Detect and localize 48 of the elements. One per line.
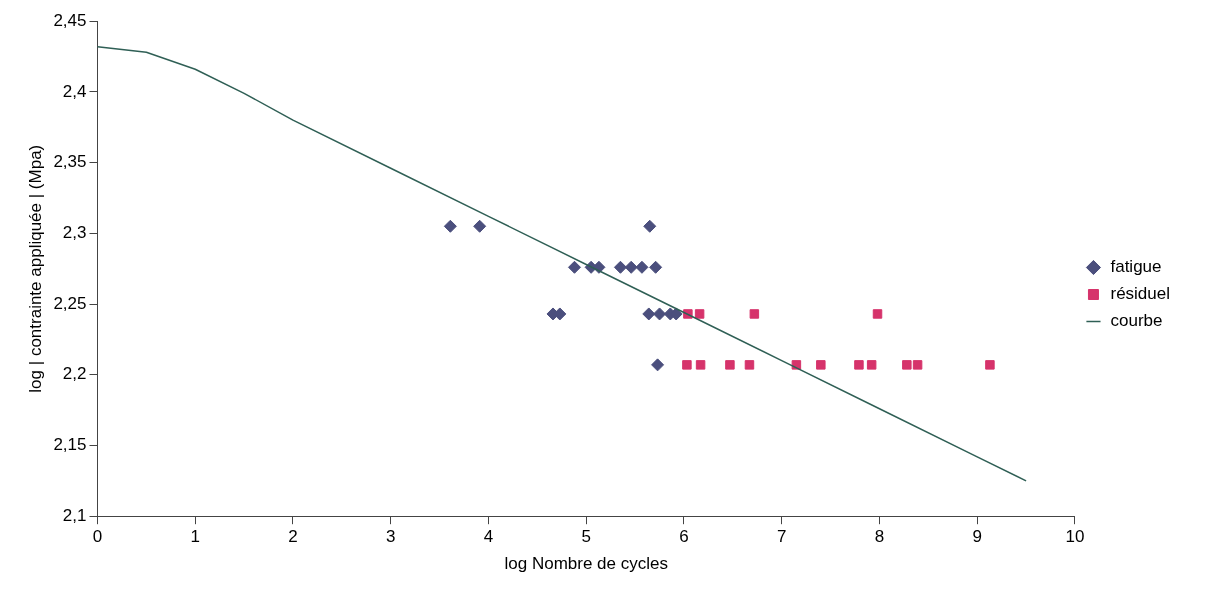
point — [854, 360, 864, 370]
point — [651, 358, 665, 372]
point — [725, 360, 735, 370]
point — [653, 307, 667, 321]
x-tick-label: 9 — [972, 527, 982, 547]
legend-label: courbe — [1110, 311, 1163, 331]
point — [635, 260, 649, 274]
point — [443, 219, 457, 233]
x-tick-label: 0 — [92, 527, 103, 547]
point — [912, 360, 923, 370]
point — [866, 360, 877, 370]
x-tick-label: 6 — [679, 527, 689, 547]
point — [872, 309, 883, 319]
point — [744, 360, 755, 370]
point — [749, 309, 760, 319]
point — [694, 309, 705, 319]
point — [816, 360, 826, 370]
point — [473, 219, 487, 233]
y-tick-label: 2,35 — [53, 152, 87, 172]
point — [985, 360, 995, 370]
point — [624, 260, 638, 274]
y-tick-label: 2,15 — [53, 435, 87, 455]
legend-label: résiduel — [1110, 284, 1171, 304]
point — [695, 360, 706, 370]
x-tick-label: 1 — [190, 527, 200, 547]
x-tick-label: 5 — [581, 527, 591, 547]
y-tick-label: 2,25 — [53, 293, 87, 313]
point — [643, 219, 657, 233]
x-tick-label: 4 — [483, 527, 494, 547]
x-tick-label: 7 — [776, 527, 787, 547]
legend-label: fatigue — [1110, 257, 1162, 277]
x-tick-label: 8 — [874, 527, 885, 547]
point — [649, 260, 663, 274]
x-tick-label: 10 — [1065, 527, 1085, 547]
y-tick-label: 2,3 — [62, 223, 87, 243]
point — [613, 260, 627, 274]
point — [568, 260, 581, 274]
x-tick-label: 2 — [288, 527, 298, 547]
y-tick-label: 2,45 — [53, 10, 87, 30]
y-tick-label: 2,2 — [62, 364, 87, 384]
x-tick-label: 3 — [386, 527, 396, 547]
y-axis-title: log | contrainte appliquée | (Mpa) — [25, 144, 45, 393]
x-axis-title: log Nombre de cycles — [504, 554, 668, 574]
y-tick-label: 2,1 — [62, 505, 87, 525]
point — [642, 307, 656, 321]
y-tick-label: 2,4 — [62, 81, 87, 101]
point — [902, 360, 912, 370]
point — [682, 360, 692, 370]
